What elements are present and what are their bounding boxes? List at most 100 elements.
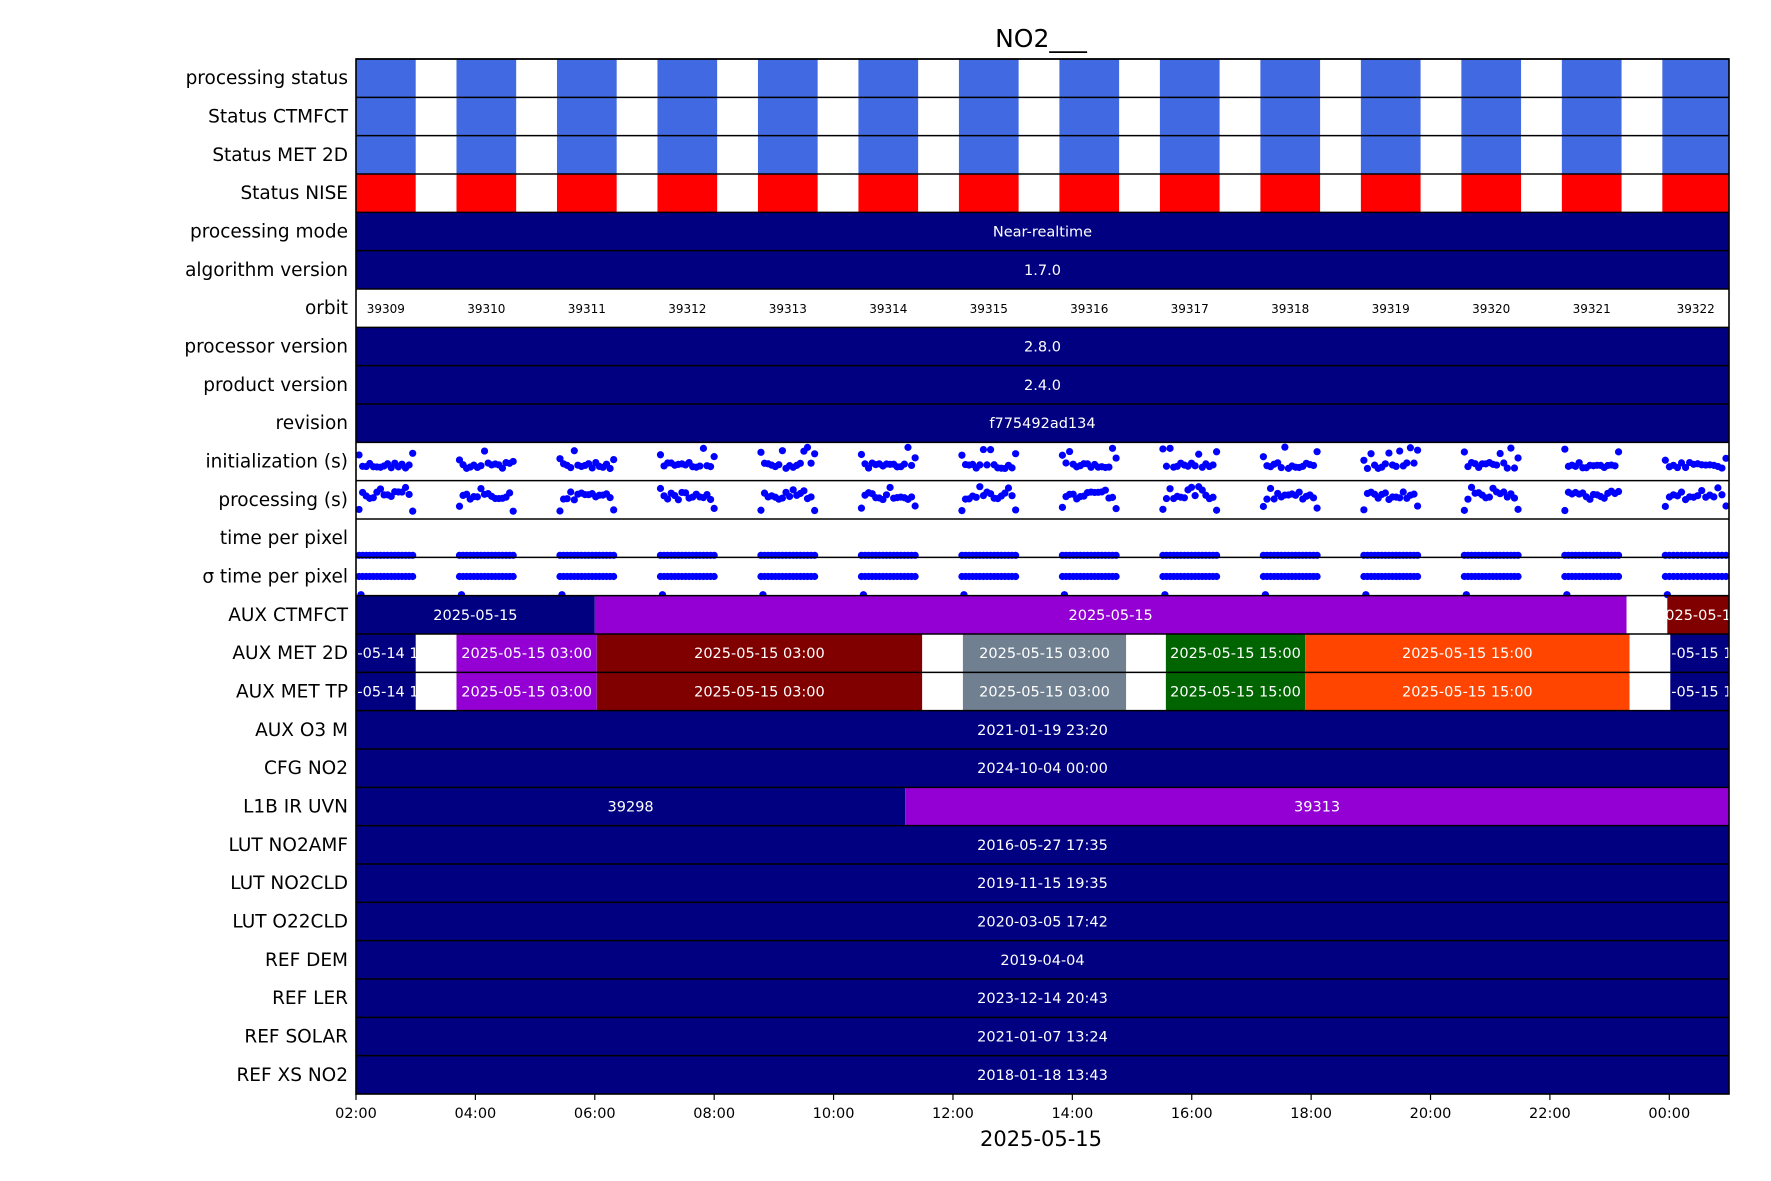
status-bar <box>958 59 1019 98</box>
data-point <box>1191 462 1199 470</box>
status-bar <box>958 97 1019 136</box>
data-point <box>710 504 718 513</box>
data-point <box>1718 464 1726 472</box>
bar-label: 2025-05-15 <box>1656 608 1740 624</box>
data-point <box>606 464 614 473</box>
data-point <box>1561 506 1569 515</box>
timeline-bar <box>356 365 1729 404</box>
row-label: AUX MET 2D <box>232 643 348 664</box>
status-bar <box>1159 174 1220 213</box>
data-point <box>570 447 578 455</box>
status-bar <box>1159 97 1220 136</box>
timeline-bar <box>356 749 1729 788</box>
status-bar <box>1662 135 1729 174</box>
bar-label: 2019-04-04 <box>1000 953 1084 969</box>
plot-frame <box>355 58 1730 1095</box>
status-bar <box>858 97 919 136</box>
data-point <box>986 446 995 454</box>
bar-label: 2025-05-15 15:00 <box>1170 646 1301 662</box>
data-point <box>1575 459 1583 467</box>
row-status-ctmfct <box>356 97 1729 136</box>
data-point <box>882 491 891 499</box>
orbit-number: 39315 <box>970 302 1008 316</box>
data-point <box>664 495 672 503</box>
data-point <box>556 507 564 515</box>
row-ref-ler: 2023-12-14 20:43 <box>356 979 1729 1018</box>
data-point <box>477 462 485 470</box>
status-bar <box>456 59 517 98</box>
data-point <box>1212 572 1221 581</box>
status-bar <box>1662 97 1729 136</box>
data-point <box>1105 463 1113 471</box>
bar-label: 2025-05-14 15:00 <box>321 685 452 701</box>
data-point <box>556 455 564 463</box>
data-point <box>1698 486 1706 495</box>
data-point <box>1503 464 1511 472</box>
data-point <box>811 506 819 515</box>
data-point <box>886 483 894 492</box>
status-bar <box>757 135 818 174</box>
status-bar <box>1461 135 1522 174</box>
timeline-bar <box>356 787 906 826</box>
data-point <box>976 483 984 491</box>
data-point <box>1661 456 1669 464</box>
row-orbit: 39309 39310 39311 39312 39313 39314 39315 39316… <box>367 302 1715 316</box>
orbit-number: 39310 <box>467 302 505 316</box>
timeline-bar <box>456 672 597 711</box>
timeline-bar <box>356 940 1729 979</box>
data-point <box>1187 483 1196 491</box>
data-point <box>796 459 804 467</box>
data-point <box>1266 484 1275 493</box>
data-point <box>807 459 815 467</box>
data-point <box>699 444 708 452</box>
chart-title: NO2___ <box>995 24 1087 53</box>
data-point <box>1212 448 1221 456</box>
timeline-bar <box>356 672 416 711</box>
data-point <box>610 506 618 514</box>
data-point <box>807 493 815 501</box>
data-point <box>1681 463 1690 472</box>
data-point <box>506 489 514 497</box>
x-tick-label: 22:00 <box>1529 1106 1571 1122</box>
data-point <box>1263 495 1271 503</box>
timeline-bar <box>1165 634 1306 673</box>
x-tick-label: 16:00 <box>1171 1106 1213 1122</box>
data-point <box>1209 461 1217 469</box>
status-bar <box>456 174 517 213</box>
row-label: L1B IR UVN <box>243 797 348 818</box>
data-point <box>477 484 485 493</box>
timeline-bar <box>356 212 1729 251</box>
data-point <box>1413 572 1422 581</box>
data-point <box>567 488 575 496</box>
bar-label: 2025-05-15 <box>1069 608 1153 624</box>
bar-label: 2019-11-15 19:35 <box>977 876 1108 892</box>
row-label: Status MET 2D <box>212 145 348 166</box>
data-point <box>1460 506 1468 514</box>
x-tick-label: 20:00 <box>1410 1106 1452 1122</box>
data-point <box>857 504 866 512</box>
status-bar <box>657 174 718 213</box>
status-bar <box>1059 97 1120 136</box>
row-label: σ time per pixel <box>202 567 348 588</box>
data-point <box>1392 462 1400 471</box>
data-point <box>674 496 682 504</box>
status-bar <box>1059 174 1120 213</box>
data-point <box>958 451 966 459</box>
data-point <box>811 450 819 458</box>
data-point <box>958 507 966 515</box>
data-point <box>1718 491 1726 499</box>
data-point <box>911 572 919 581</box>
data-point <box>1159 445 1167 453</box>
data-point <box>1485 493 1494 501</box>
row-label: LUT NO2AMF <box>228 835 348 856</box>
timeline-bar <box>962 672 1127 711</box>
bar-label: 2025-05-15 15:00 <box>1402 646 1533 662</box>
x-tick-label: 02:00 <box>335 1106 377 1122</box>
bar-label: 2025-05-15 15:00 <box>1634 646 1765 662</box>
timeline-bar <box>596 672 923 711</box>
data-point <box>1162 462 1171 470</box>
data-point <box>1507 444 1515 452</box>
x-tick-label: 04:00 <box>454 1106 496 1122</box>
data-point <box>1191 492 1199 500</box>
data-point <box>409 507 417 515</box>
